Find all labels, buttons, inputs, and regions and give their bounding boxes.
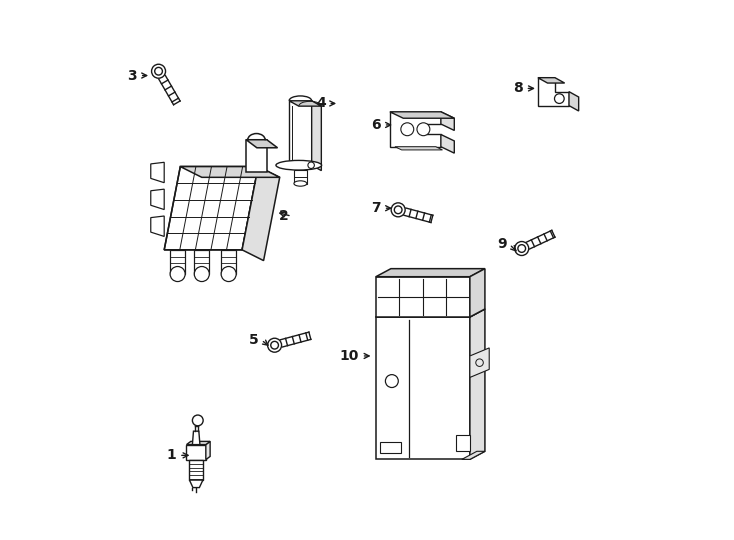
Polygon shape [189,460,203,480]
Text: 8: 8 [513,82,523,96]
Polygon shape [470,269,485,317]
Circle shape [515,241,528,255]
Bar [380,442,401,453]
Polygon shape [186,444,206,460]
Polygon shape [376,269,485,276]
Text: 4: 4 [316,97,326,111]
Polygon shape [242,166,280,261]
Circle shape [391,203,405,217]
Polygon shape [192,431,200,444]
Circle shape [554,94,564,104]
Polygon shape [246,140,277,148]
Circle shape [170,267,185,281]
Text: 7: 7 [371,201,381,215]
Polygon shape [186,441,210,444]
Polygon shape [441,112,454,131]
Polygon shape [150,189,164,210]
Polygon shape [181,166,280,177]
Circle shape [195,267,209,281]
Circle shape [192,415,203,426]
Polygon shape [462,451,485,460]
Polygon shape [538,78,564,83]
Polygon shape [294,170,307,184]
Polygon shape [289,101,321,106]
Polygon shape [538,78,569,106]
Polygon shape [289,101,312,165]
Polygon shape [195,250,209,274]
Text: 5: 5 [249,333,258,347]
Polygon shape [206,441,210,460]
Text: 1: 1 [167,448,176,462]
Circle shape [152,64,166,78]
Polygon shape [150,163,164,183]
Ellipse shape [276,160,321,170]
Polygon shape [569,92,578,111]
Polygon shape [312,101,321,171]
Circle shape [417,123,430,136]
Polygon shape [164,166,258,250]
Circle shape [268,338,282,352]
Polygon shape [221,250,236,274]
Polygon shape [390,112,441,147]
Text: 10: 10 [340,349,359,363]
Text: 9: 9 [497,237,506,251]
Circle shape [401,123,414,136]
Polygon shape [441,134,454,153]
Polygon shape [395,147,443,150]
Polygon shape [470,348,490,377]
Text: 3: 3 [128,69,137,83]
Text: 6: 6 [371,118,381,132]
Polygon shape [470,309,485,460]
Polygon shape [457,435,470,451]
Polygon shape [170,250,185,274]
Circle shape [221,267,236,281]
Polygon shape [376,276,470,317]
Polygon shape [150,216,164,237]
Polygon shape [390,112,454,118]
Polygon shape [189,480,203,488]
Polygon shape [246,140,266,172]
Polygon shape [376,317,470,460]
Polygon shape [376,309,485,317]
Text: 2: 2 [280,210,289,223]
Ellipse shape [294,181,307,186]
